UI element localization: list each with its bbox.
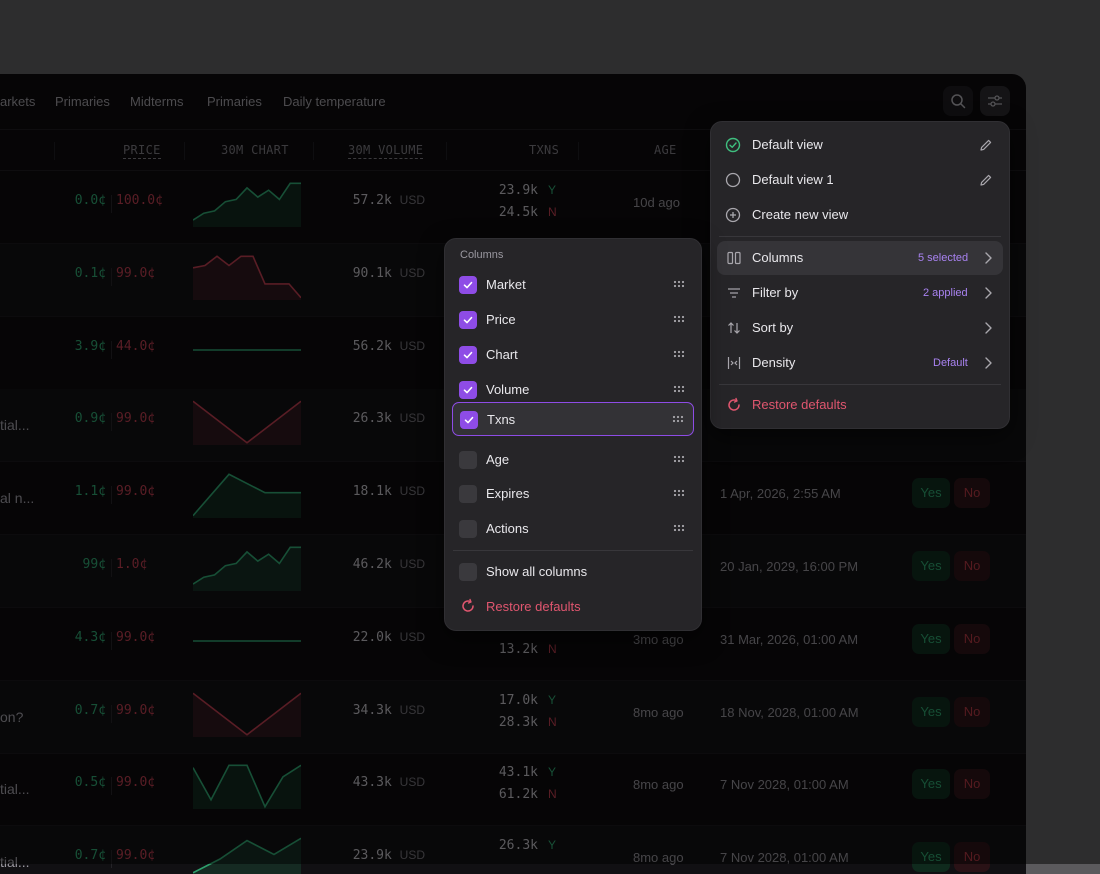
- column-label: Actions: [486, 521, 529, 536]
- chevron-right-icon: [985, 322, 992, 334]
- column-label: Volume: [486, 382, 530, 397]
- show-all-label: Show all columns: [486, 564, 588, 579]
- column-checkbox[interactable]: [459, 381, 477, 399]
- drag-handle-icon[interactable]: [673, 385, 685, 393]
- column-checkbox[interactable]: [459, 276, 477, 294]
- column-checkbox[interactable]: [459, 451, 477, 469]
- menu-item-sort-by[interactable]: Sort by: [711, 311, 1009, 345]
- column-label: Market: [486, 277, 526, 292]
- menu-item-label: Filter by: [752, 285, 799, 300]
- menu-item-label: Sort by: [752, 320, 794, 335]
- drag-handle-icon[interactable]: [673, 280, 685, 288]
- restore-icon: [462, 598, 474, 612]
- columns-menu: Columns Market Price Chart Volume Txns Age Exp…: [444, 238, 702, 631]
- column-toggle-actions[interactable]: Actions: [445, 512, 701, 546]
- view-option-default[interactable]: Default view: [711, 128, 1009, 162]
- view-option-label: Default view 1: [752, 172, 834, 187]
- column-toggle-txns[interactable]: Txns: [452, 402, 694, 436]
- chevron-right-icon: [985, 357, 992, 369]
- columns-menu-title: Columns: [460, 249, 504, 261]
- drag-handle-icon[interactable]: [673, 489, 685, 497]
- drag-handle-icon[interactable]: [673, 524, 685, 532]
- create-new-view-label: Create new view: [752, 207, 849, 222]
- columns-badge: 5 selected: [918, 252, 969, 264]
- pencil-icon[interactable]: [979, 173, 993, 187]
- column-label: Expires: [486, 486, 530, 501]
- column-toggle-market[interactable]: Market: [445, 268, 701, 302]
- restore-icon: [728, 397, 740, 411]
- density-badge: Default: [933, 357, 968, 369]
- restore-defaults-label: Restore defaults: [752, 397, 847, 412]
- filter-badge: 2 applied: [923, 287, 968, 299]
- pencil-icon[interactable]: [979, 138, 993, 152]
- radio-empty-icon: [725, 172, 741, 188]
- column-toggle-price[interactable]: Price: [445, 303, 701, 337]
- create-new-view[interactable]: Create new view: [711, 198, 1009, 232]
- chevron-right-icon: [985, 252, 992, 264]
- plus-circle-icon: [725, 207, 741, 223]
- menu-item-columns[interactable]: Columns 5 selected: [717, 241, 1003, 275]
- checkmark-icon: [464, 416, 474, 424]
- column-checkbox[interactable]: [459, 520, 477, 538]
- column-toggle-expires[interactable]: Expires: [445, 477, 701, 511]
- column-label: Chart: [486, 347, 518, 362]
- view-settings-menu: Default view Default view 1 Create new v…: [710, 121, 1010, 429]
- sort-icon: [728, 322, 740, 334]
- column-label: Txns: [487, 412, 516, 427]
- chevron-right-icon: [985, 287, 992, 299]
- view-option-default-1[interactable]: Default view 1: [711, 163, 1009, 197]
- filter-icon: [728, 288, 740, 298]
- column-toggle-chart[interactable]: Chart: [445, 338, 701, 372]
- column-checkbox[interactable]: [459, 346, 477, 364]
- column-checkbox[interactable]: [459, 485, 477, 503]
- menu-item-density[interactable]: Density Default: [711, 346, 1009, 380]
- menu-item-label: Columns: [752, 250, 804, 265]
- checkmark-icon: [463, 316, 473, 324]
- checkmark-icon: [463, 351, 473, 359]
- column-label: Price: [486, 312, 516, 327]
- column-checkbox[interactable]: [460, 411, 478, 429]
- drag-handle-icon[interactable]: [673, 455, 685, 463]
- column-toggle-volume[interactable]: Volume: [445, 373, 701, 407]
- columns-icon: [727, 251, 741, 265]
- menu-item-filter-by[interactable]: Filter by 2 applied: [711, 276, 1009, 310]
- column-checkbox[interactable]: [459, 311, 477, 329]
- show-all-checkbox[interactable]: [459, 563, 477, 581]
- density-icon: [727, 357, 741, 369]
- column-toggle-age[interactable]: Age: [445, 443, 701, 477]
- drag-handle-icon[interactable]: [672, 415, 684, 423]
- restore-defaults-columns[interactable]: Restore defaults: [445, 589, 701, 623]
- view-option-label: Default view: [752, 137, 823, 152]
- show-all-columns[interactable]: Show all columns: [445, 554, 701, 588]
- column-label: Age: [486, 452, 510, 467]
- drag-handle-icon[interactable]: [673, 350, 685, 358]
- drag-handle-icon[interactable]: [673, 315, 685, 323]
- check-circle-icon: [725, 137, 741, 153]
- checkmark-icon: [463, 386, 473, 394]
- checkmark-icon: [463, 281, 473, 289]
- menu-item-label: Density: [752, 355, 796, 370]
- restore-defaults-view[interactable]: Restore defaults: [711, 388, 1009, 422]
- restore-defaults-label: Restore defaults: [486, 599, 581, 614]
